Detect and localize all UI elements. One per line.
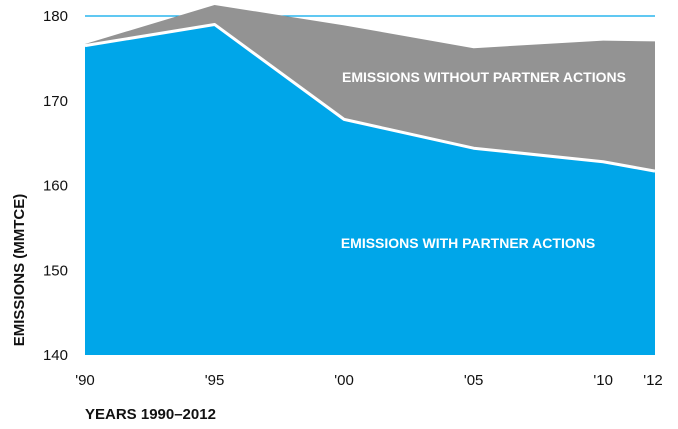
with-actions-boundary-line	[84, 22, 656, 173]
y-axis-ticks: 140 150 160 170 180	[43, 8, 68, 364]
x-tick-label: '95	[205, 372, 225, 389]
y-tick-label: 140	[43, 347, 68, 364]
area-label-without-actions: EMISSIONS WITHOUT PARTNER ACTIONS	[342, 69, 626, 85]
y-tick-label: 180	[43, 8, 68, 25]
area-with-partner-actions	[85, 24, 655, 355]
x-axis-ticks: '90 '95 '00 '05 '10 '12	[75, 372, 663, 389]
y-tick-label: 160	[43, 178, 68, 195]
y-tick-label: 150	[43, 262, 68, 279]
y-tick-label: 170	[43, 93, 68, 110]
x-axis-label: YEARS 1990–2012	[85, 406, 216, 423]
x-tick-label: '12	[643, 372, 663, 389]
area-label-with-actions: EMISSIONS WITH PARTNER ACTIONS	[341, 235, 595, 251]
x-tick-label: '00	[334, 372, 354, 389]
x-tick-label: '90	[75, 372, 95, 389]
x-tick-label: '10	[593, 372, 613, 389]
y-axis-label: EMISSIONS (MMTCE)	[11, 194, 28, 347]
x-tick-label: '05	[464, 372, 484, 389]
plot-area	[84, 4, 656, 355]
